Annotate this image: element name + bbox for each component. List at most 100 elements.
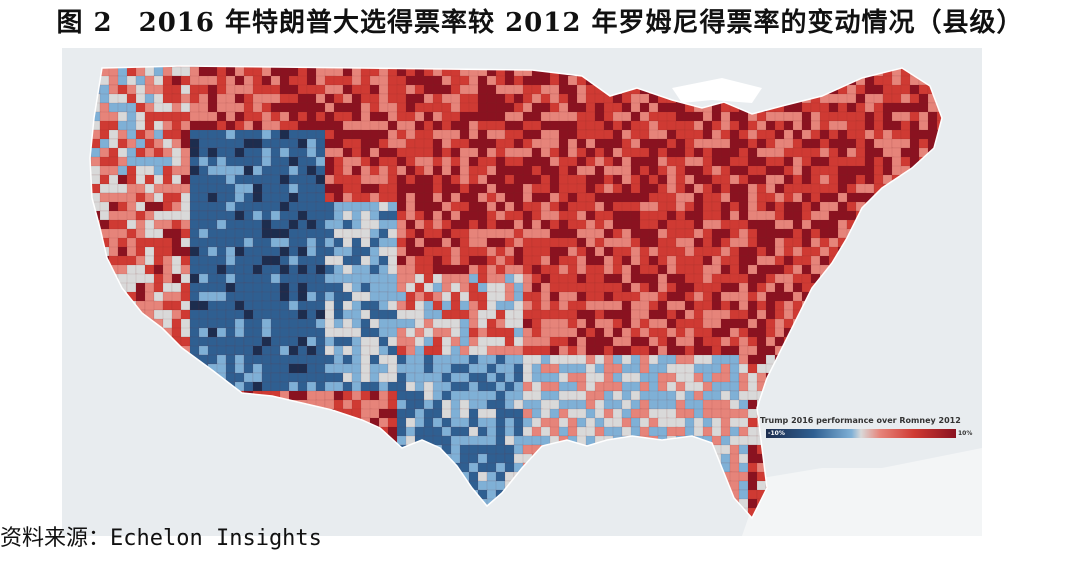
county-cell — [144, 75, 156, 87]
county-cell — [702, 426, 714, 437]
county-cell — [423, 426, 435, 438]
county-cell — [99, 201, 111, 212]
county-cell — [279, 174, 291, 186]
county-cell — [117, 102, 128, 113]
county-cell — [351, 165, 362, 177]
county-cell — [423, 192, 435, 203]
county-cell — [495, 408, 506, 420]
county-cell — [216, 156, 227, 167]
county-cell — [486, 219, 497, 231]
county-cell — [747, 318, 758, 330]
county-cell — [108, 210, 120, 222]
county-cell — [288, 93, 300, 105]
county-cell — [387, 174, 398, 185]
county-cell — [702, 291, 714, 302]
county-cell — [423, 183, 434, 195]
county-cell — [405, 75, 417, 86]
county-cell — [396, 84, 407, 96]
county-cell — [702, 354, 713, 366]
county-cell — [783, 120, 795, 131]
county-cell — [351, 192, 362, 204]
county-cell — [189, 174, 201, 186]
county-cell — [729, 192, 741, 204]
county-cell — [657, 237, 668, 249]
county-cell — [468, 336, 480, 348]
county-cell — [468, 390, 480, 401]
county-cell — [432, 93, 443, 104]
county-cell — [477, 273, 488, 284]
county-cell — [360, 282, 372, 293]
county-cell — [684, 300, 696, 311]
county-cell — [702, 282, 714, 294]
county-cell — [585, 192, 596, 203]
county-cell — [315, 228, 326, 240]
county-cell — [180, 255, 192, 267]
county-cell — [468, 381, 480, 393]
county-cell — [855, 138, 866, 150]
county-cell — [396, 435, 408, 446]
county-cell — [306, 93, 318, 105]
county-cell — [783, 255, 795, 267]
county-cell — [378, 156, 390, 167]
county-cell — [540, 291, 551, 302]
county-cell — [621, 336, 632, 347]
county-cell — [162, 300, 173, 311]
county-cell — [711, 201, 722, 212]
county-cell — [198, 129, 209, 141]
county-cell — [567, 84, 578, 95]
county-cell — [306, 174, 317, 185]
county-cell — [702, 129, 713, 141]
county-cell — [234, 354, 245, 365]
county-cell — [225, 318, 236, 329]
county-cell — [198, 255, 210, 267]
county-cell — [162, 237, 173, 249]
lake-superior — [672, 78, 762, 103]
county-cell — [756, 291, 768, 303]
county-cell — [333, 237, 345, 249]
county-cell — [837, 210, 849, 222]
county-cell — [351, 174, 363, 186]
county-cell — [441, 255, 453, 266]
county-cell — [684, 354, 695, 366]
county-cell — [711, 246, 722, 257]
county-cell — [405, 336, 417, 347]
county-cell — [522, 444, 534, 456]
county-cell — [873, 129, 885, 140]
county-cell — [486, 363, 498, 375]
county-cell — [729, 156, 741, 167]
county-cell — [531, 417, 542, 429]
county-cell — [504, 255, 516, 267]
county-cell — [594, 273, 605, 284]
county-cell — [711, 300, 722, 311]
county-cell — [621, 120, 632, 132]
county-cell — [774, 111, 785, 122]
county-cell — [504, 210, 515, 222]
county-cell — [396, 408, 407, 420]
county-cell — [693, 417, 705, 429]
county-cell — [657, 183, 668, 195]
county-cell — [738, 219, 749, 231]
county-cell — [180, 93, 192, 104]
county-cell — [864, 138, 875, 149]
county-cell — [198, 147, 209, 158]
county-cell — [486, 246, 497, 258]
county-cell — [369, 300, 380, 311]
county-cell — [864, 183, 875, 195]
county-cell — [792, 156, 804, 168]
county-cell — [405, 156, 417, 168]
county-cell — [369, 210, 381, 221]
county-cell — [684, 192, 695, 204]
county-cell — [747, 138, 759, 149]
county-cell — [351, 246, 362, 257]
county-cell — [387, 408, 398, 420]
county-cell — [477, 318, 489, 330]
county-cell — [747, 336, 759, 347]
county-cell — [558, 219, 569, 231]
county-cell — [378, 399, 389, 410]
county-cell — [432, 291, 443, 303]
county-cell — [531, 102, 542, 114]
county-cell — [144, 192, 155, 204]
county-cell — [315, 156, 327, 167]
county-cell — [684, 219, 696, 230]
county-cell — [513, 129, 525, 141]
